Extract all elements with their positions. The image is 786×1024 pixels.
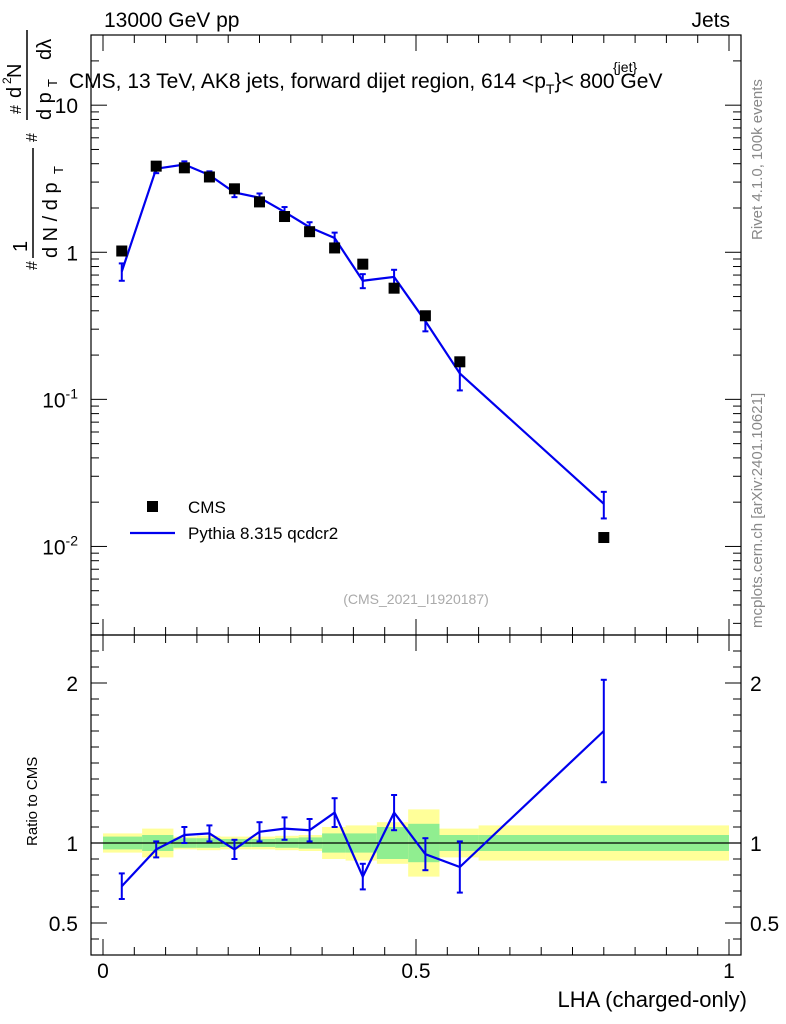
legend-cms-label: CMS	[188, 498, 226, 517]
svg-text:d p: d p	[34, 92, 56, 120]
header-left: 13000 GeV pp	[104, 9, 240, 32]
main-frame	[90, 34, 742, 636]
x-axis-label: LHA (charged-only)	[557, 987, 747, 1012]
chart-title-after: }< 800 GeV	[554, 70, 662, 93]
y-tick-label: 10-2	[42, 532, 78, 559]
data-series	[116, 160, 610, 900]
cms-marker	[254, 196, 265, 208]
svg-text:T: T	[45, 79, 60, 87]
cms-marker	[116, 245, 128, 257]
svg-text:2: 2	[0, 77, 14, 84]
ratio-tick-label-left: 0.5	[49, 913, 78, 936]
x-tick-label: 1	[723, 960, 735, 983]
svg-text:d: d	[4, 87, 26, 98]
y-tick-label: 1	[66, 242, 78, 265]
svg-text:T: T	[51, 166, 66, 174]
ratio-tick-label-right: 2	[750, 673, 762, 696]
svg-text:#: #	[24, 133, 41, 142]
y-tick-label: 10-1	[42, 385, 78, 412]
cms-marker	[203, 171, 215, 183]
chart-title-pt: p	[534, 70, 546, 93]
x-tick-label: 0.5	[401, 960, 430, 983]
plot-text: CMS, 13 TeV, AK8 jets, forward dijet reg…	[0, 30, 779, 1012]
axis-ticks	[91, 34, 741, 955]
svg-text:d N / d p: d N / d p	[40, 182, 62, 258]
pythia-line	[120, 163, 605, 505]
svg-text:dλ: dλ	[34, 39, 56, 60]
cms-marker	[419, 310, 431, 322]
header-right: Jets	[691, 9, 730, 32]
chart-title-pt-superscript: {jet}	[613, 59, 637, 75]
chart-title-text: CMS, 13 TeV, AK8 jets, forward dijet reg…	[69, 70, 534, 93]
ratio-line	[120, 730, 605, 887]
cms-marker	[279, 211, 291, 223]
svg-text:1: 1	[10, 241, 32, 252]
cms-marker	[598, 532, 610, 544]
ratio-tick-label-right: 1	[750, 833, 762, 856]
chart-title: CMS, 13 TeV, AK8 jets, forward dijet reg…	[69, 70, 662, 97]
cms-marker	[388, 282, 400, 294]
x-tick-label: 0	[97, 960, 109, 983]
ratio-frame	[90, 634, 742, 956]
cms-marker	[150, 160, 162, 172]
legend-cms-marker	[147, 501, 158, 512]
cms-marker	[454, 356, 466, 368]
svg-text:#: #	[24, 261, 41, 270]
chart-title-pt-sub: T	[546, 81, 555, 97]
side-text-top: Rivet 4.1.0, 100k events	[749, 79, 766, 240]
ratio-tick-label-left: 1	[66, 833, 78, 856]
ratio-tick-label-left: 2	[66, 673, 78, 696]
svg-text:N: N	[4, 64, 26, 78]
cms-marker	[228, 183, 240, 195]
cms-marker	[178, 162, 190, 174]
side-text-bottom: mcplots.cern.ch [arXiv:2401.10621]	[749, 393, 766, 628]
ratio-y-axis-label: Ratio to CMS	[24, 757, 41, 846]
cms-marker	[304, 226, 316, 238]
legend-pythia-label: Pythia 8.315 qcdcr2	[188, 524, 338, 543]
y-tick-label: 10	[55, 95, 78, 118]
svg-text:#: #	[8, 105, 25, 114]
cms-marker	[357, 258, 369, 270]
ratio-tick-label-right: 0.5	[750, 913, 779, 936]
analysis-id: (CMS_2021_I1920187)	[343, 591, 489, 607]
y-axis-label: # 1 d N / d p T # d 2 N # d p T dλ	[0, 30, 66, 270]
cms-marker	[329, 242, 341, 254]
